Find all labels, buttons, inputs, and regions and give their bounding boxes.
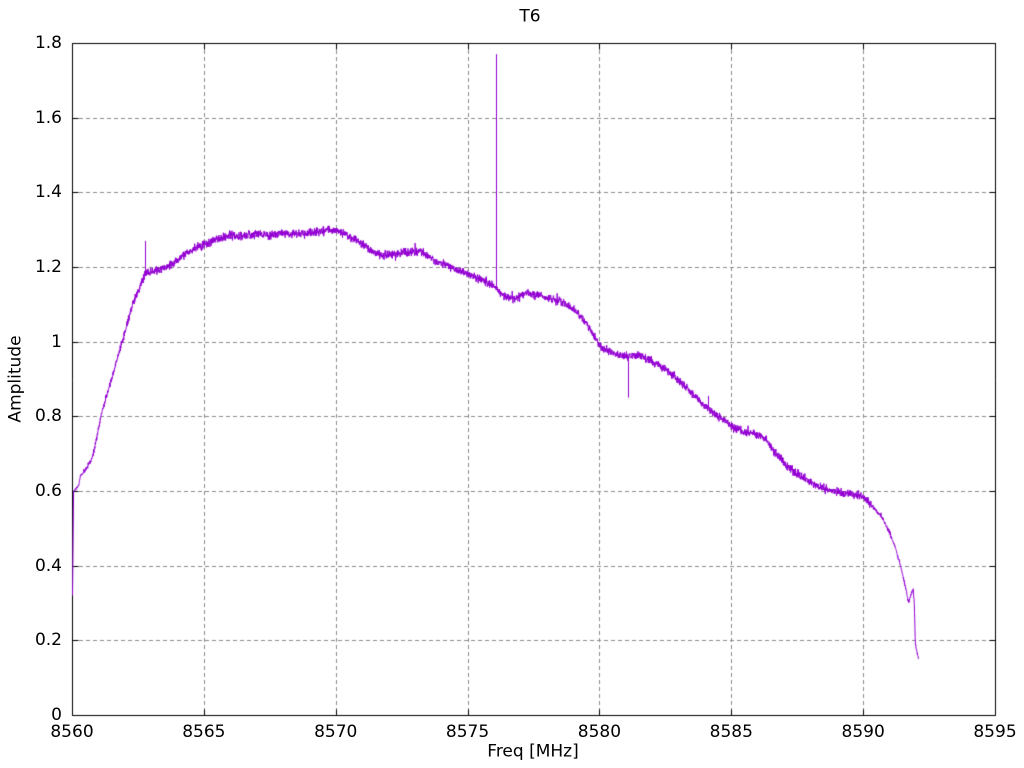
- y-tick-label: 1: [51, 331, 62, 352]
- x-tick-label: 8585: [709, 722, 753, 742]
- y-tick-label: 1.8: [34, 33, 62, 53]
- x-tick-label: 8575: [445, 722, 490, 742]
- x-axis-label: Freq [MHz]: [487, 741, 579, 762]
- x-tick-label: 8570: [314, 722, 358, 742]
- y-tick-label: 0: [51, 705, 62, 725]
- y-tick-label: 1.6: [34, 107, 62, 128]
- y-tick-label: 0.6: [34, 481, 62, 501]
- x-tick-label: 8560: [50, 722, 94, 742]
- x-tick-label: 8580: [577, 722, 622, 742]
- chart-title: T6: [519, 6, 541, 27]
- y-tick-label: 0.4: [34, 555, 62, 576]
- x-tick-label: 8595: [973, 722, 1017, 742]
- y-tick-label: 1.4: [34, 182, 62, 203]
- y-axis-label: Amplitude: [5, 335, 26, 423]
- x-tick-label: 8590: [841, 722, 885, 742]
- y-tick-label: 1.2: [34, 257, 62, 277]
- y-tick-label: 0.8: [34, 406, 62, 427]
- x-tick-label: 8565: [182, 722, 226, 742]
- y-tick-label: 0.2: [34, 630, 62, 651]
